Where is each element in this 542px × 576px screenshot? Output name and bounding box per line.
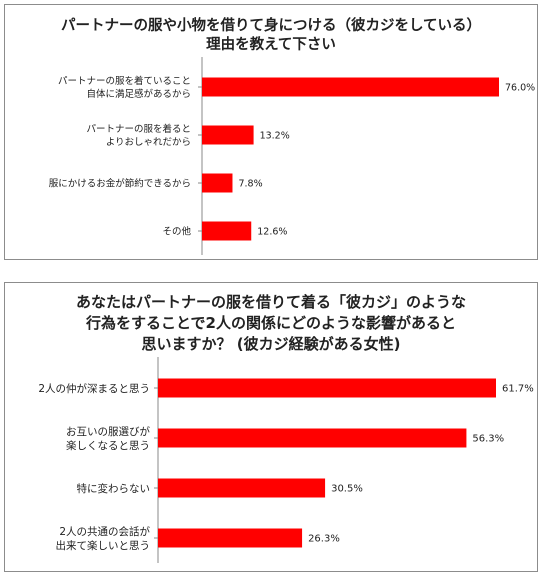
bar bbox=[158, 428, 467, 448]
data-label: 76.0% bbox=[505, 82, 535, 93]
chart-panel-impact: あなたはパートナーの服を借りて着る「彼カジ」のような 行為をすることで2人の関係… bbox=[4, 282, 538, 572]
data-label: 30.5% bbox=[331, 484, 363, 495]
data-label: 26.3% bbox=[308, 534, 340, 545]
category-label: 楽しくなると思う bbox=[66, 439, 150, 452]
bar bbox=[158, 378, 496, 398]
data-label: 61.7% bbox=[502, 384, 534, 395]
data-label: 12.6% bbox=[257, 226, 287, 237]
data-label: 13.2% bbox=[260, 130, 290, 141]
category-label: よりおしゃれだから bbox=[106, 137, 191, 148]
bar bbox=[202, 125, 254, 145]
chart-title-line: パートナーの服や小物を借りて身につける（彼カジをしている） bbox=[60, 18, 482, 34]
category-label: その他 bbox=[162, 225, 191, 237]
chart-title: あなたはパートナーの服を借りて着る「彼カジ」のような 行為をすることで2人の関係… bbox=[5, 292, 537, 355]
category-label: パートナーの服を着ていること bbox=[58, 75, 191, 87]
chart-title-line: 思いますか？ (彼カジ経験がある女性) bbox=[141, 335, 401, 353]
category-label: 自体に満足感があるから bbox=[86, 88, 191, 100]
category-label: パートナーの服を着ると bbox=[86, 123, 191, 135]
chart-title-line: あなたはパートナーの服を借りて着る「彼カジ」のような bbox=[75, 293, 466, 311]
bar bbox=[202, 77, 499, 97]
bar bbox=[202, 221, 252, 241]
category-label: 出来て楽しいと思う bbox=[56, 539, 151, 552]
chart-title: パートナーの服や小物を借りて身につける（彼カジをしている） 理由を教えて下さい bbox=[5, 17, 537, 55]
bar bbox=[202, 173, 233, 193]
category-label: お互いの服選びが bbox=[66, 425, 150, 438]
category-label: 服にかけるお金が節約できるから bbox=[49, 177, 191, 189]
chart-title-line: 理由を教えて下さい bbox=[206, 37, 336, 53]
data-label: 56.3% bbox=[472, 434, 504, 445]
category-label: 特に変わらない bbox=[77, 482, 151, 495]
category-label: 2人の仲が深まると思う bbox=[38, 382, 150, 395]
bar bbox=[158, 478, 326, 498]
data-label: 7.8% bbox=[238, 178, 262, 189]
chart-title-line: 行為をすることで2人の関係にどのような影響があると bbox=[86, 314, 456, 332]
bar bbox=[158, 528, 303, 548]
category-label: 2人の共通の会話が bbox=[59, 525, 150, 538]
chart-panel-reasons: パートナーの服や小物を借りて身につける（彼カジをしている） 理由を教えて下さい … bbox=[4, 4, 538, 260]
